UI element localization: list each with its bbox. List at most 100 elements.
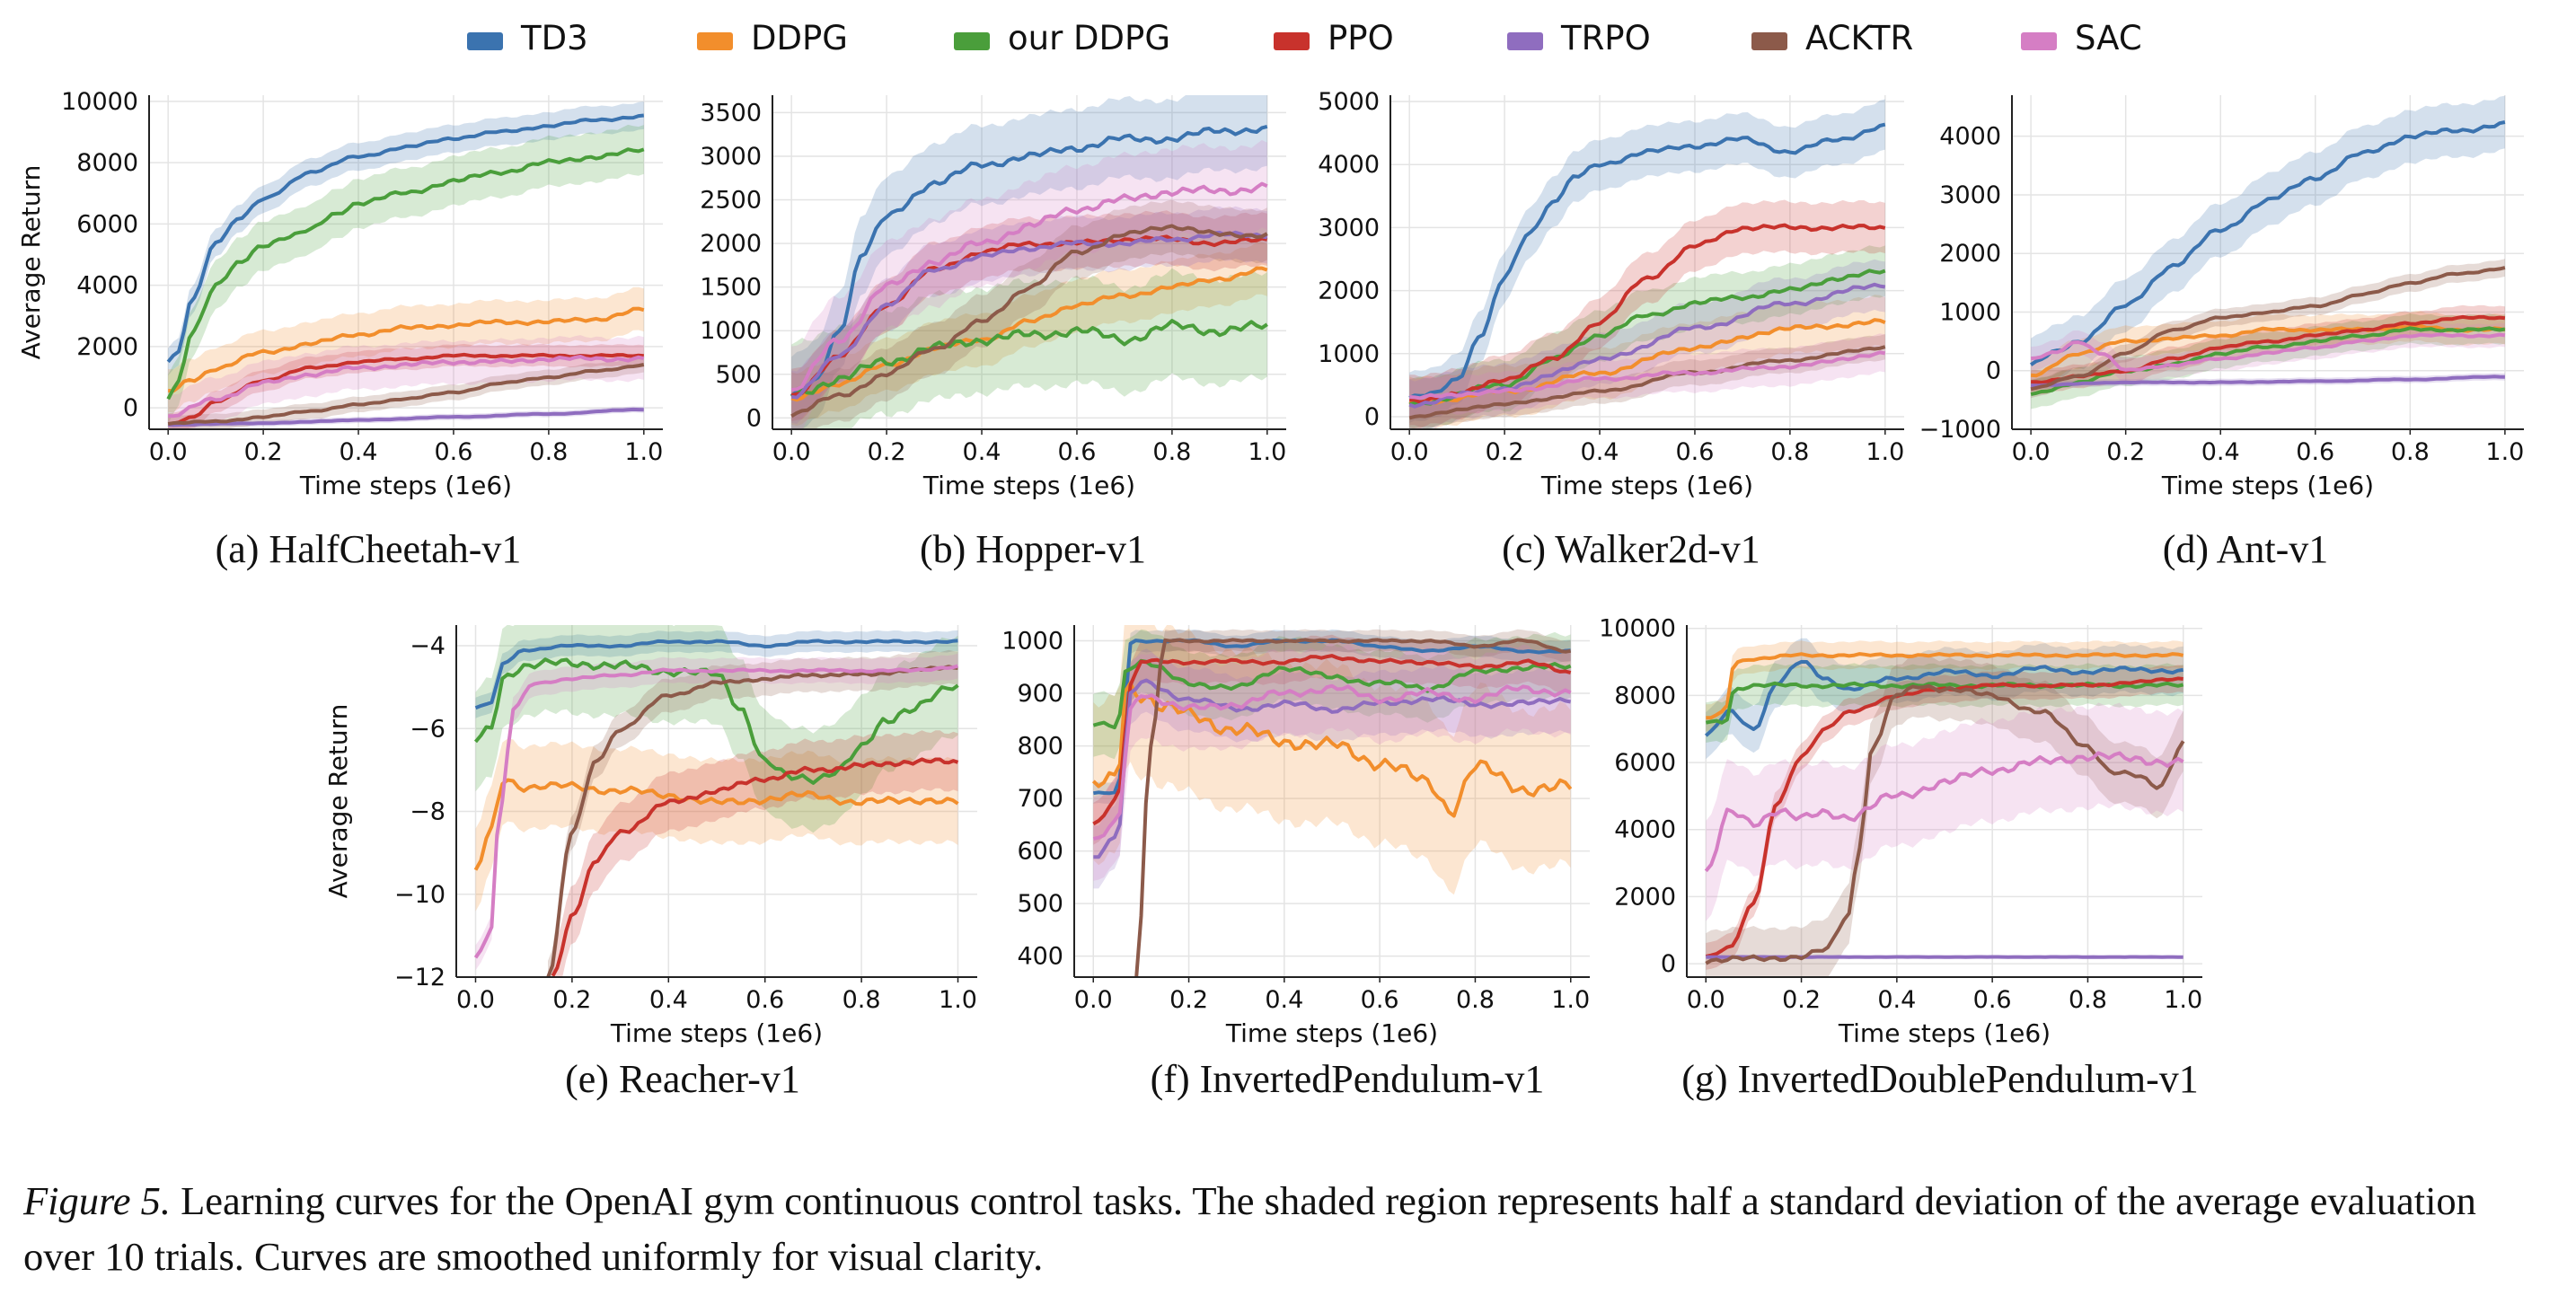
x-tick-label: 0.2 bbox=[868, 438, 906, 466]
x-tick-label: 0.2 bbox=[1782, 986, 1821, 1014]
x-tick-label: 0.6 bbox=[1973, 986, 2012, 1014]
x-tick-label: 0.6 bbox=[434, 438, 472, 466]
series-line-acktr bbox=[1705, 683, 2185, 965]
x-tick-label: 1.0 bbox=[624, 438, 663, 466]
series-line-acktr bbox=[1408, 345, 1886, 420]
legend-label: TRPO bbox=[1560, 19, 1651, 57]
band-acktr bbox=[548, 649, 958, 977]
y-tick-label: 3000 bbox=[1318, 214, 1380, 242]
panel-subtitle: (d) Ant-v1 bbox=[2163, 527, 2329, 571]
series-line-sac bbox=[168, 355, 645, 419]
x-axis-label: Time steps (1e6) bbox=[610, 1018, 823, 1048]
series-group bbox=[1408, 99, 1886, 429]
y-tick-label: 4000 bbox=[1939, 123, 2001, 151]
x-tick-label: 1.0 bbox=[1551, 986, 1590, 1014]
y-tick-label: 1000 bbox=[1318, 340, 1380, 368]
band-ddpg bbox=[168, 286, 644, 413]
x-tick-label: 0.4 bbox=[649, 986, 688, 1014]
y-tick-label: 4000 bbox=[1614, 816, 1676, 844]
x-tick-label: 0.6 bbox=[2296, 438, 2334, 466]
x-tick-label: 0.4 bbox=[2201, 438, 2240, 466]
x-tick-label: 1.0 bbox=[939, 986, 977, 1014]
chart-panel-5: 0.0 0.2 0.4 0.6 0.8 1.0 −12 −10 −8 −6 −4 Time steps… bbox=[323, 625, 977, 1101]
legend-swatch bbox=[1274, 32, 1310, 50]
band-ddpg bbox=[475, 738, 958, 912]
series-line-acktr bbox=[167, 363, 645, 426]
band-ppo bbox=[791, 210, 1267, 421]
series-line-our-ddpg bbox=[1408, 269, 1886, 407]
y-tick-label: 0 bbox=[1661, 950, 1676, 978]
band-acktr bbox=[1706, 656, 2183, 977]
x-tick-label: 1.0 bbox=[2164, 986, 2202, 1014]
band-ddpg bbox=[1706, 640, 2183, 732]
y-tick-label: 3000 bbox=[700, 143, 762, 171]
y-tick-label: 2000 bbox=[1939, 240, 2001, 268]
y-tick-label: 2000 bbox=[700, 230, 762, 258]
band-sac bbox=[1706, 702, 2183, 921]
band-ddpg bbox=[1409, 295, 1885, 429]
x-tick-label: 1.0 bbox=[2485, 438, 2524, 466]
series-line-ddpg bbox=[473, 778, 959, 871]
band-ppo bbox=[1093, 634, 1571, 845]
y-tick-label: −1000 bbox=[1919, 416, 2001, 444]
y-axis-label: Average Return bbox=[323, 704, 353, 899]
series-group bbox=[473, 625, 959, 977]
x-tick-label: 1.0 bbox=[1248, 438, 1286, 466]
legend-swatch bbox=[697, 32, 733, 50]
x-tick-label: 0.6 bbox=[1675, 438, 1714, 466]
band-trpo bbox=[791, 206, 1267, 424]
band-acktr bbox=[791, 199, 1267, 429]
series-line-trpo bbox=[790, 230, 1268, 400]
y-tick-label: 10000 bbox=[1599, 615, 1676, 643]
panel-subtitle: (c) Walker2d-v1 bbox=[1502, 527, 1760, 571]
y-tick-label: 900 bbox=[1017, 680, 1063, 708]
y-tick-label: 6000 bbox=[1614, 749, 1676, 777]
x-tick-label: 0.8 bbox=[1770, 438, 1809, 466]
x-tick-label: 0.4 bbox=[1877, 986, 1916, 1014]
series-line-ppo bbox=[2031, 314, 2506, 384]
chart-panel-3: 0.0 0.2 0.4 0.6 0.8 1.0 0 1000 2000 3000 4000 5000 T… bbox=[1318, 88, 1904, 571]
y-tick-label: 0 bbox=[123, 394, 138, 422]
x-axis-label: Time steps (1e6) bbox=[1838, 1018, 2051, 1048]
y-tick-label: 600 bbox=[1017, 838, 1063, 866]
band-trpo bbox=[1093, 648, 1571, 889]
y-tick-label: 1000 bbox=[700, 317, 762, 345]
x-tick-label: 0.2 bbox=[552, 986, 591, 1014]
band-trpo bbox=[1409, 259, 1885, 429]
legend-swatch bbox=[1507, 32, 1543, 50]
series-group bbox=[166, 101, 645, 429]
x-tick-label: 0.0 bbox=[149, 438, 188, 466]
y-tick-label: 10000 bbox=[61, 88, 138, 116]
x-tick-label: 0.8 bbox=[1152, 438, 1191, 466]
caption-text: Learning curves for the OpenAI gym conti… bbox=[23, 1178, 2476, 1279]
legend-label: SAC bbox=[2075, 19, 2142, 57]
x-tick-label: 0.8 bbox=[842, 986, 881, 1014]
series-line-td3 bbox=[2029, 120, 2506, 366]
series-line-sac bbox=[1704, 751, 2184, 873]
series-line-acktr bbox=[1134, 638, 1572, 977]
y-tick-label: 2000 bbox=[1318, 278, 1380, 305]
x-axis-label: Time steps (1e6) bbox=[1225, 1018, 1438, 1048]
band-sac bbox=[791, 140, 1267, 429]
legend-item-ppo: PPO bbox=[1274, 19, 1394, 57]
legend-swatch bbox=[954, 32, 990, 50]
band-sac bbox=[168, 335, 644, 429]
band-our-ddpg bbox=[791, 268, 1267, 429]
legend-item-td3: TD3 bbox=[467, 19, 588, 57]
band-sac bbox=[475, 653, 958, 971]
series-line-ppo bbox=[551, 757, 959, 977]
legend: TD3 DDPG our DDPG PPO TRPO ACKTR SAC bbox=[467, 19, 2142, 57]
panel-subtitle: (g) InvertedDoublePendulum-v1 bbox=[1681, 1057, 2199, 1101]
y-tick-label: 0 bbox=[1364, 403, 1380, 431]
y-tick-label: 800 bbox=[1017, 733, 1063, 761]
series-line-td3 bbox=[1704, 659, 2183, 737]
legend-item-our_ddpg: our DDPG bbox=[954, 19, 1170, 57]
band-ddpg bbox=[1093, 625, 1571, 895]
series-line-trpo bbox=[2030, 374, 2505, 388]
y-tick-label: 1000 bbox=[1939, 298, 2001, 326]
series-line-ppo bbox=[1409, 223, 1886, 404]
series-line-trpo bbox=[1093, 678, 1572, 859]
legend-label: PPO bbox=[1328, 19, 1394, 57]
x-tick-label: 0.2 bbox=[2106, 438, 2145, 466]
